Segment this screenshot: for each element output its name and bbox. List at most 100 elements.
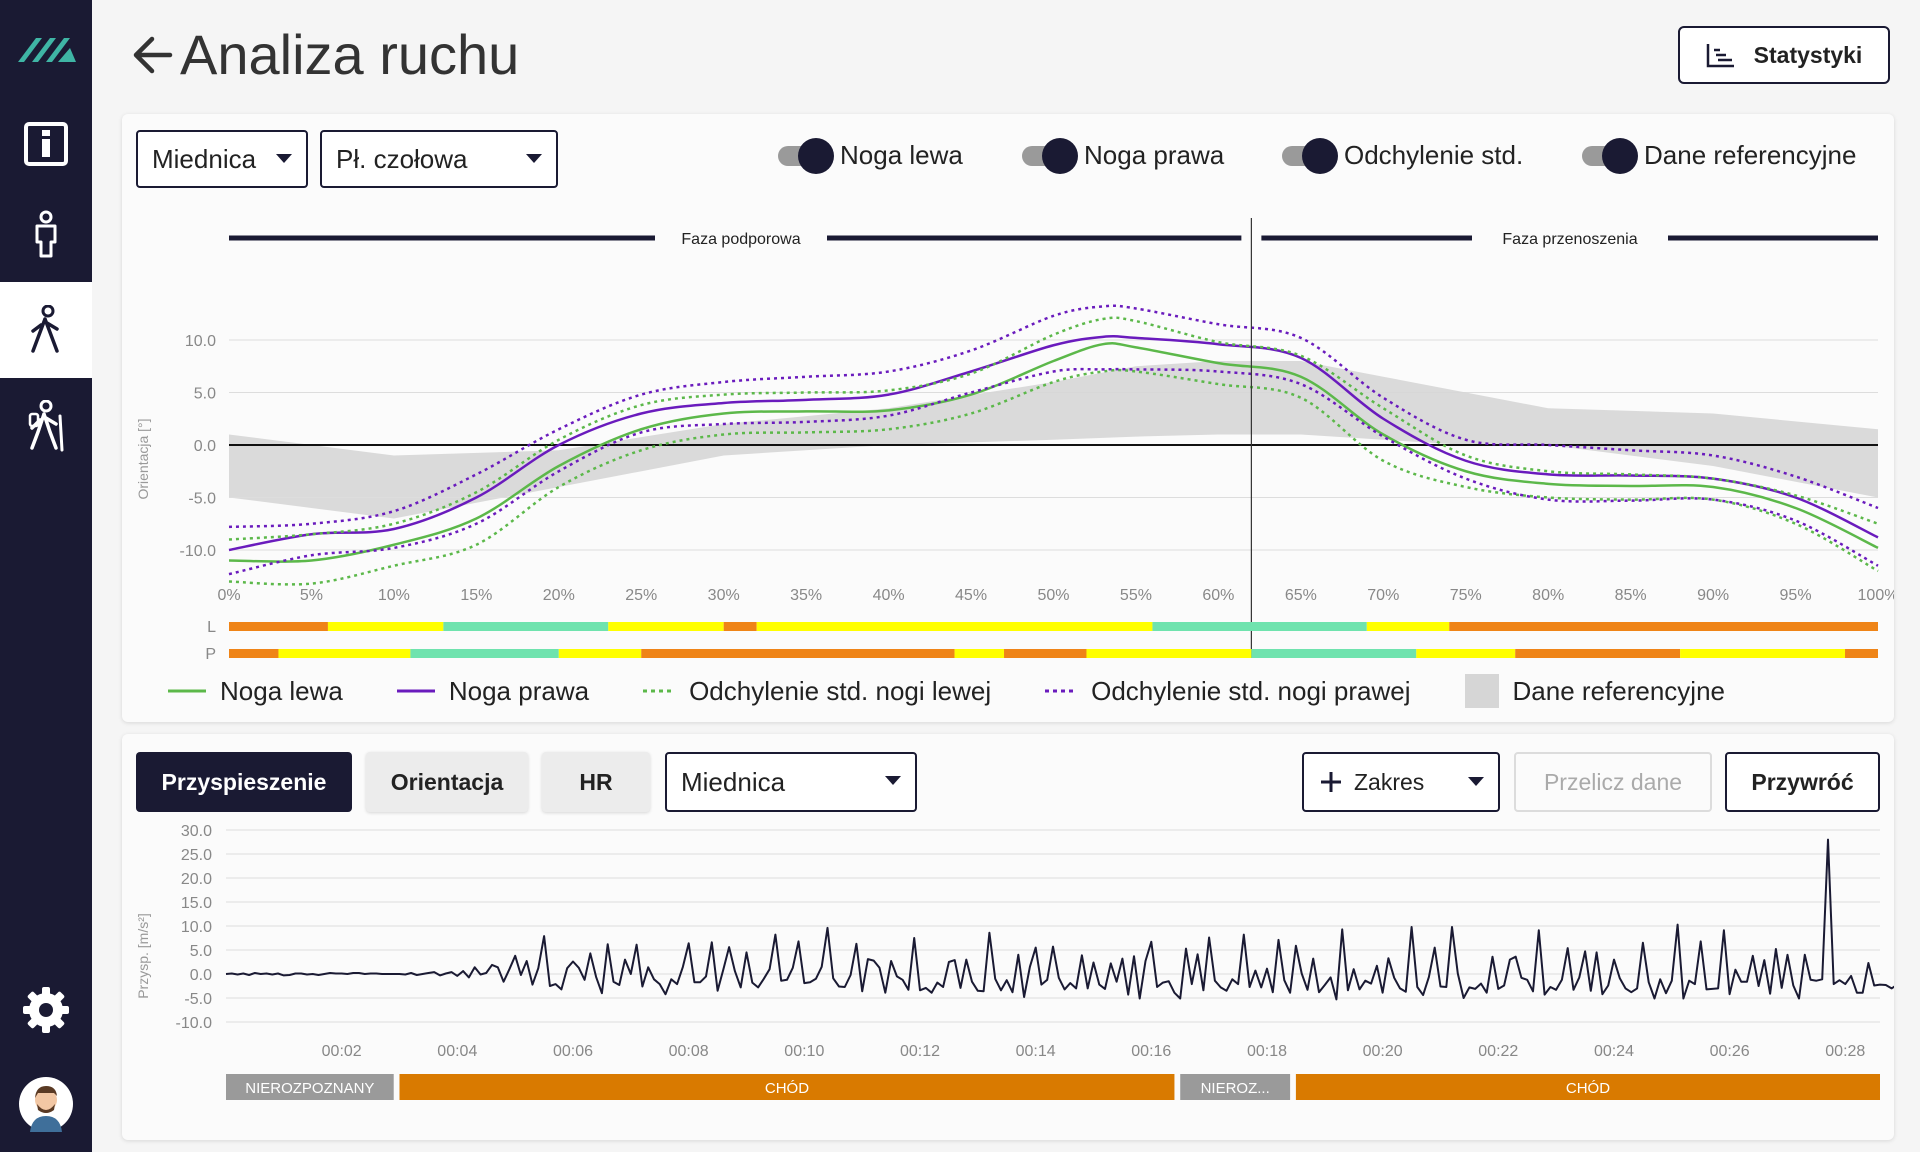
orientation-chart: Faza podporowa Faza przenoszenia 10.0 5.0 0.… xyxy=(135,218,1894,663)
toggle-label: Noga prawa xyxy=(1084,140,1225,170)
y-tick-label: 25.0 xyxy=(181,847,212,864)
x-tick-label: 00:16 xyxy=(1131,1043,1171,1060)
y-tick-label: -5.0 xyxy=(188,491,216,508)
x-tick-label: 00:24 xyxy=(1594,1043,1634,1060)
activity-segment-bar xyxy=(226,1074,394,1100)
sidebar xyxy=(0,0,92,1152)
phase-row-segment xyxy=(1416,649,1516,658)
activity-segment[interactable]: NIEROZPOZNANY xyxy=(226,1074,394,1100)
signal-segment-value: Miednica xyxy=(681,766,786,797)
reference-band xyxy=(229,361,1878,519)
legend-item-right-leg[interactable]: Noga prawa xyxy=(396,675,590,707)
toggle-right-leg[interactable]: Noga prawa xyxy=(1022,137,1225,174)
phase-row-segment xyxy=(954,649,1005,658)
x-tick-label: 50% xyxy=(1037,587,1069,604)
toggle-label: Noga lewa xyxy=(840,140,963,170)
activity-segment-bar xyxy=(1295,1074,1880,1100)
gear-icon xyxy=(23,987,69,1033)
info-icon xyxy=(24,122,68,166)
phase-row-segment xyxy=(229,622,328,631)
plane-select-value: Pł. czołowa xyxy=(336,143,468,174)
legend-item-reference[interactable]: Dane referencyjne xyxy=(1464,674,1725,708)
restore-label: Przywróć xyxy=(1751,768,1854,795)
phase-row-segment xyxy=(608,622,724,631)
y-tick-label: -10.0 xyxy=(180,543,217,560)
segment-select-value: Miednica xyxy=(152,143,257,174)
legend-label: Noga prawa xyxy=(448,675,590,706)
phase-row-label: P xyxy=(205,646,216,663)
x-tick-label: 00:08 xyxy=(669,1043,709,1060)
x-tick-label: 35% xyxy=(790,587,822,604)
back-arrow-icon[interactable] xyxy=(130,33,174,77)
x-tick-label: 00:20 xyxy=(1363,1043,1403,1060)
toggle-reference-data[interactable]: Dane referencyjne xyxy=(1582,137,1856,174)
phase-row-segment xyxy=(1086,649,1252,658)
range-dropdown[interactable]: Zakres xyxy=(1302,752,1500,812)
legend-item-right-std[interactable]: Odchylenie std. nogi prawej xyxy=(1045,676,1411,707)
x-tick-label: 30% xyxy=(708,587,740,604)
phase-row-segment xyxy=(278,649,411,658)
x-tick-label: 00:10 xyxy=(784,1043,824,1060)
toggle-switch[interactable] xyxy=(1282,137,1338,174)
sidebar-item-person[interactable] xyxy=(0,186,92,282)
activity-segment[interactable]: CHÓD xyxy=(1295,1074,1880,1100)
tab-hr[interactable]: HR xyxy=(542,752,650,812)
x-tick-label: 00:14 xyxy=(1016,1043,1056,1060)
x-tick-label: 45% xyxy=(955,587,987,604)
chevron-down-icon xyxy=(526,154,542,163)
x-tick-label: 55% xyxy=(1120,587,1152,604)
restore-button[interactable]: Przywróć xyxy=(1725,752,1880,812)
phase-label-stance: Faza podporowa xyxy=(681,231,800,248)
legend-item-left-std[interactable]: Odchylenie std. nogi lewej xyxy=(643,676,991,707)
tab-acceleration[interactable]: Przyspieszenie xyxy=(136,752,352,812)
sidebar-item-gait-analysis[interactable] xyxy=(0,282,92,378)
toggle-std-dev[interactable]: Odchylenie std. xyxy=(1282,137,1523,174)
phase-row-segment xyxy=(558,649,642,658)
legend-label: Dane referencyjne xyxy=(1512,675,1725,706)
phase-row-segment xyxy=(1680,649,1846,658)
x-tick-label: 15% xyxy=(460,587,492,604)
toggle-left-leg[interactable]: Noga lewa xyxy=(778,137,963,174)
y-axis-label: Przysp. [m/s²] xyxy=(135,913,151,999)
segment-select[interactable]: Miednica xyxy=(136,130,308,188)
acceleration-chart: 30.0 25.0 20.0 15.0 10.0 5.0 0.0 -5.0 -10.0 Przys… xyxy=(135,823,1894,1100)
phase-row-segment xyxy=(1251,649,1417,658)
sidebar-item-info[interactable] xyxy=(0,96,92,192)
x-tick-label: 25% xyxy=(625,587,657,604)
phase-row-segment xyxy=(1845,649,1878,658)
statistics-button[interactable]: Statystyki xyxy=(1678,26,1890,84)
toggle-switch[interactable] xyxy=(1022,137,1078,174)
activity-segment[interactable]: NIEROZ... xyxy=(1180,1074,1291,1100)
x-tick-label: 70% xyxy=(1367,587,1399,604)
user-avatar[interactable] xyxy=(0,1056,92,1152)
phase-row-segment xyxy=(756,622,1153,631)
phase-row-segment xyxy=(723,622,757,631)
logo[interactable] xyxy=(0,0,92,96)
sidebar-item-hiking[interactable] xyxy=(0,378,92,474)
plane-select[interactable]: Pł. czołowa xyxy=(320,130,558,188)
activity-segment[interactable]: CHÓD xyxy=(399,1074,1175,1100)
signal-segment-select[interactable]: Miednica xyxy=(665,752,917,812)
phase-row-segment xyxy=(1449,622,1878,631)
phase-row-segment xyxy=(327,622,444,631)
acceleration-series-line xyxy=(225,838,1894,1001)
toggle-switch[interactable] xyxy=(1582,137,1638,174)
phase-row-segment xyxy=(1004,649,1087,658)
y-tick-label: 15.0 xyxy=(181,895,212,912)
y-tick-label: 10.0 xyxy=(181,919,212,936)
phase-row-label: L xyxy=(207,619,216,636)
walking-icon xyxy=(31,305,59,353)
x-tick-label: 00:04 xyxy=(437,1043,477,1060)
x-tick-label: 65% xyxy=(1285,587,1317,604)
activity-segment-label: CHÓD xyxy=(765,1080,809,1097)
tab-label: HR xyxy=(579,768,613,795)
y-axis-label: Orientacja [°] xyxy=(135,418,151,499)
toggle-switch[interactable] xyxy=(778,137,834,174)
recalculate-button[interactable]: Przelicz dane xyxy=(1514,752,1712,812)
recalculate-label: Przelicz dane xyxy=(1543,768,1683,795)
y-tick-label: 0.0 xyxy=(194,438,216,455)
sidebar-item-settings[interactable] xyxy=(0,962,92,1058)
tab-label: Orientacja xyxy=(390,768,504,795)
tab-orientation[interactable]: Orientacja xyxy=(366,752,528,812)
legend-item-left-leg[interactable]: Noga lewa xyxy=(168,676,343,707)
